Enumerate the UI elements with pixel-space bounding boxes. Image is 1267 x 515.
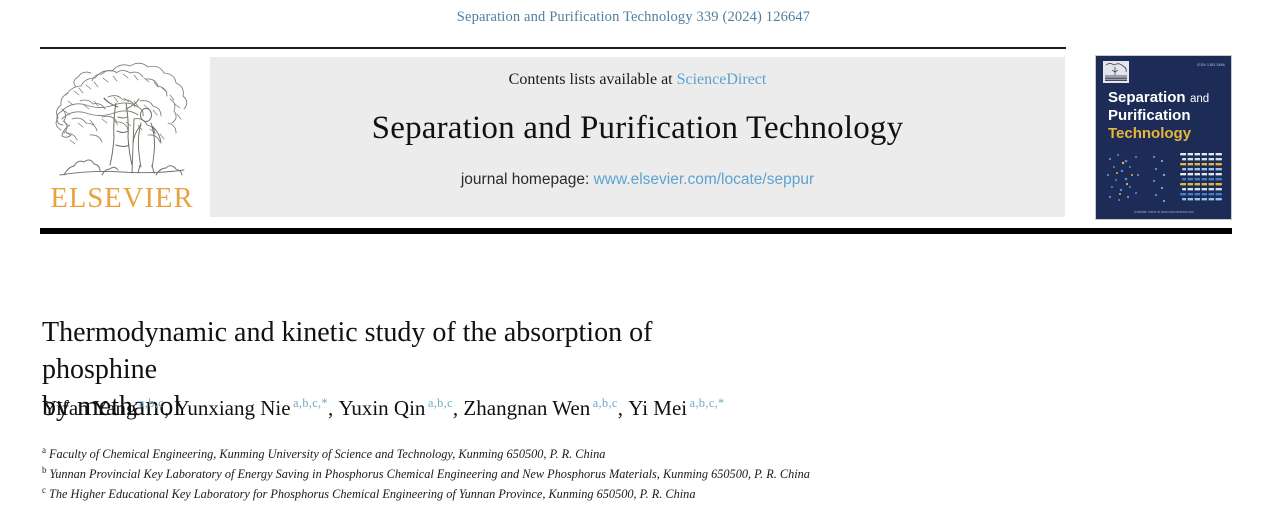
author-name[interactable]: Yifan Yang bbox=[42, 396, 137, 420]
journal-cover-thumbnail[interactable]: ISSN 1383-5866 Separation and Purificati… bbox=[1095, 55, 1232, 220]
author-separator: , bbox=[328, 396, 339, 420]
elsevier-wordmark: ELSEVIER bbox=[50, 183, 194, 214]
author-affiliation-marks: a,b,c bbox=[139, 396, 164, 410]
marks-text: a,b,c, bbox=[689, 396, 719, 410]
affiliation-text: The Higher Educational Key Laboratory fo… bbox=[49, 486, 696, 501]
affiliation-item: c The Higher Educational Key Laboratory f… bbox=[42, 484, 1192, 504]
corresponding-author-star: * bbox=[718, 396, 725, 410]
running-head-citation: Separation and Purification Technology 3… bbox=[456, 9, 811, 25]
author-name[interactable]: Yi Mei bbox=[628, 396, 688, 420]
author-name[interactable]: Yunxiang Nie bbox=[174, 396, 291, 420]
affiliation-item: a Faculty of Chemical Engineering, Kunmin… bbox=[42, 444, 1192, 464]
cover-footer-label: Available online at www.sciencedirect.co… bbox=[1134, 210, 1194, 214]
author-affiliation-marks: a,b,c,* bbox=[687, 396, 725, 410]
cover-title-line3: Technology bbox=[1108, 125, 1192, 143]
journal-homepage-line: journal homepage: www.elsevier.com/locat… bbox=[210, 171, 1065, 189]
author-name[interactable]: Zhangnan Wen bbox=[463, 396, 591, 420]
author-affiliation-marks: a,b,c bbox=[427, 396, 453, 410]
cover-title-and: and bbox=[1189, 93, 1210, 105]
cover-title-line1: Separation bbox=[1108, 89, 1186, 106]
author-separator: , bbox=[617, 396, 629, 420]
cover-issn-label: ISSN 1383-5866 bbox=[1197, 63, 1225, 67]
contents-lists-label: Contents lists available at bbox=[508, 71, 677, 88]
journal-masthead: ELSEVIER Contents lists available at Sci… bbox=[0, 55, 1267, 223]
journal-header-box: Contents lists available at ScienceDirec… bbox=[210, 57, 1065, 217]
sciencedirect-link[interactable]: ScienceDirect bbox=[676, 71, 767, 88]
corresponding-author-star: * bbox=[321, 396, 328, 410]
article-title: Thermodynamic and kinetic study of the a… bbox=[42, 315, 742, 426]
affiliation-list: a Faculty of Chemical Engineering, Kunmin… bbox=[42, 444, 1192, 504]
cover-title: Separation and Purification Technology bbox=[1108, 89, 1230, 143]
elsevier-logo: ELSEVIER bbox=[42, 57, 202, 223]
cover-artwork-icon bbox=[1106, 151, 1222, 207]
marks-text: a,b,c, bbox=[293, 396, 322, 410]
affiliation-item: b Yunnan Provincial Key Laboratory of Ene… bbox=[42, 464, 1192, 484]
article-title-line1: Thermodynamic and kinetic study of the a… bbox=[42, 316, 653, 385]
masthead-bottom-rule bbox=[40, 228, 1232, 234]
author-name[interactable]: Yuxin Qin bbox=[338, 396, 426, 420]
journal-title: Separation and Purification Technology bbox=[371, 110, 904, 146]
affiliation-text: Faculty of Chemical Engineering, Kunming… bbox=[49, 447, 606, 462]
affiliation-mark: a bbox=[42, 445, 46, 455]
author-list: Yifan Yang a,b,c, Yunxiang Nie a,b,c,*, Yu… bbox=[42, 396, 1142, 421]
affiliation-mark: c bbox=[42, 484, 46, 495]
cover-title-line2: Purification bbox=[1108, 107, 1191, 125]
contents-lists-line: Contents lists available at ScienceDirec… bbox=[210, 71, 1065, 89]
author-separator: , bbox=[452, 396, 464, 420]
affiliation-text: Yunnan Provincial Key Laboratory of Ener… bbox=[49, 467, 810, 482]
author-affiliation-marks: a,b,c bbox=[592, 396, 618, 410]
cover-elsevier-logo-icon bbox=[1103, 61, 1129, 83]
masthead-top-rule bbox=[40, 47, 1066, 49]
author-separator: , bbox=[164, 396, 175, 420]
journal-homepage-label: journal homepage: bbox=[460, 171, 594, 188]
affiliation-mark: b bbox=[42, 464, 47, 475]
author-affiliation-marks: a,b,c,* bbox=[291, 396, 328, 410]
article-title-line2: by methanol bbox=[42, 390, 182, 422]
elsevier-non-solus-tree-icon bbox=[55, 62, 188, 176]
journal-homepage-link[interactable]: www.elsevier.com/locate/seppur bbox=[593, 171, 815, 188]
